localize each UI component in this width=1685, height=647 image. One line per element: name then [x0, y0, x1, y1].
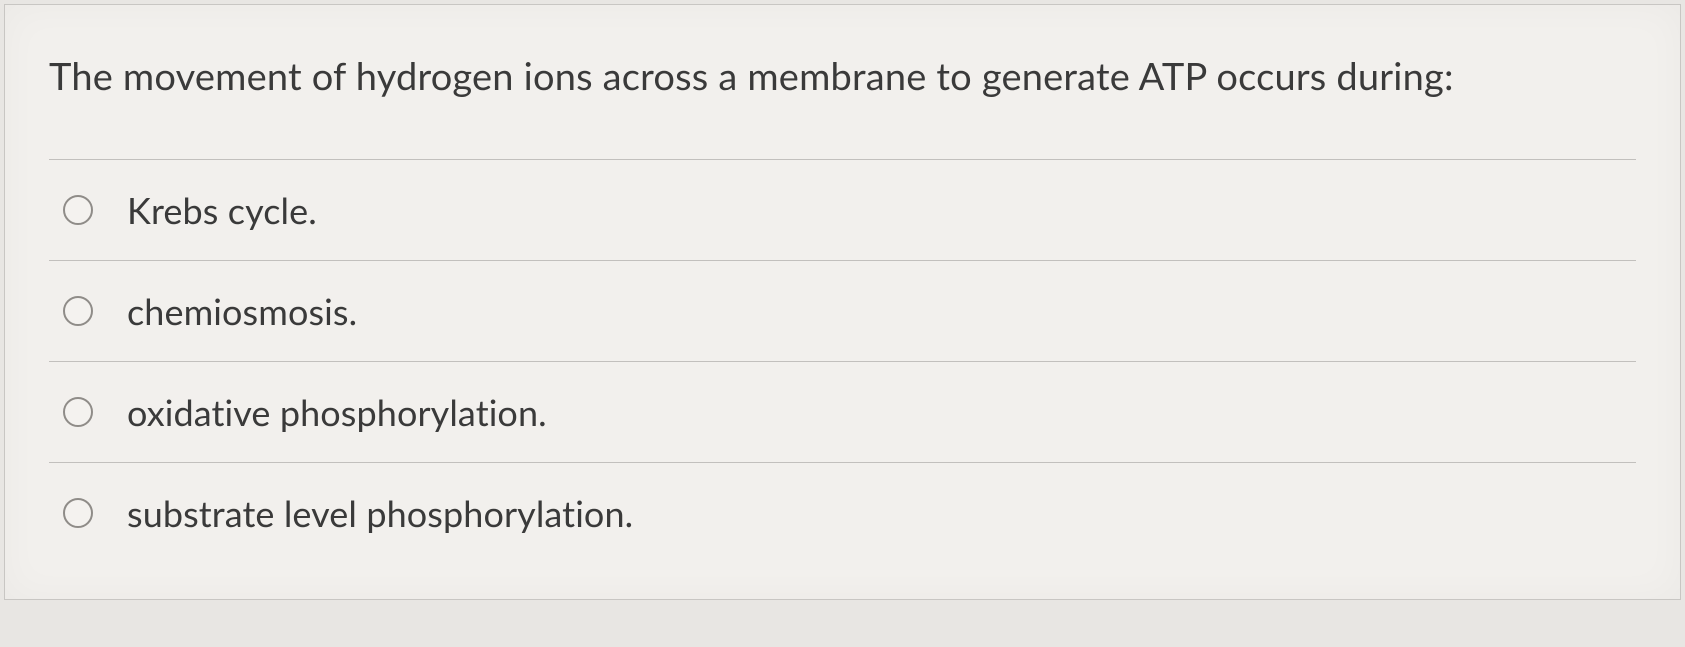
radio-icon[interactable] [63, 296, 93, 326]
radio-icon[interactable] [63, 195, 93, 225]
question-stem: The movement of hydrogen ions across a m… [5, 5, 1680, 159]
options-list: Krebs cycle. chemiosmosis. oxidative pho… [5, 159, 1680, 599]
option-label: chemiosmosis. [127, 289, 357, 333]
question-card: The movement of hydrogen ions across a m… [4, 4, 1681, 600]
option-row[interactable]: oxidative phosphorylation. [49, 361, 1636, 462]
option-label: substrate level phosphorylation. [127, 491, 633, 535]
option-label: Krebs cycle. [127, 188, 317, 232]
option-row[interactable]: substrate level phosphorylation. [49, 462, 1636, 563]
option-label: oxidative phosphorylation. [127, 390, 547, 434]
radio-icon[interactable] [63, 498, 93, 528]
radio-icon[interactable] [63, 397, 93, 427]
option-row[interactable]: chemiosmosis. [49, 260, 1636, 361]
option-row[interactable]: Krebs cycle. [49, 159, 1636, 260]
